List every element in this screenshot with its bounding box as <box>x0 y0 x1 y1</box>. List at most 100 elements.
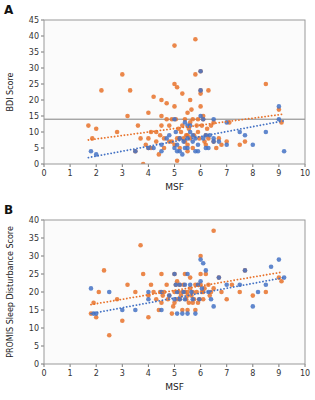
x-tick-label: 7 <box>224 369 229 378</box>
plot-background <box>44 220 305 364</box>
scatter-point <box>264 283 269 288</box>
plot-marks <box>89 229 287 338</box>
scatter-point <box>94 127 99 132</box>
scatter-point <box>180 311 185 316</box>
scatter-point <box>89 149 94 154</box>
y-tick-label: 20 <box>29 96 39 105</box>
scatter-point <box>237 290 242 295</box>
scatter-point <box>159 272 164 277</box>
x-tick-label: 8 <box>250 369 255 378</box>
scatter-point <box>243 139 248 144</box>
scatter-point <box>102 268 107 273</box>
scatter-point <box>211 139 216 144</box>
scatter-point <box>128 88 133 93</box>
scatter-point <box>217 139 222 144</box>
scatter-point <box>224 120 229 125</box>
panel-title: B <box>4 203 13 217</box>
scatter-point <box>154 139 159 144</box>
scatter-point <box>164 101 169 106</box>
scatter-point <box>198 272 203 277</box>
y-tick-label: 35 <box>29 48 39 57</box>
x-tick-label: 4 <box>146 169 151 178</box>
scatter-point <box>269 265 274 270</box>
scatter-point <box>159 123 164 128</box>
scatter-point <box>172 43 177 48</box>
scatter-point <box>206 88 211 93</box>
scatter-point <box>146 290 151 295</box>
scatter-point <box>120 72 125 77</box>
scatter-point <box>177 283 182 288</box>
x-tick-label: 4 <box>146 369 151 378</box>
scatter-point <box>133 308 138 313</box>
scatter-point <box>175 143 180 148</box>
x-tick-label: 3 <box>120 369 125 378</box>
scatter-point <box>167 293 172 298</box>
scatter-point <box>197 297 202 302</box>
scatter-point <box>251 293 256 298</box>
scatter-point <box>167 293 172 298</box>
x-tick-label: 9 <box>276 169 281 178</box>
x-tick-label: 10 <box>300 169 310 178</box>
scatter-point <box>146 297 151 302</box>
chart-root: 012345678910051015202530354045MSFBDI Sco… <box>0 0 315 400</box>
scatter-point <box>159 98 164 103</box>
scatter-point <box>201 297 206 302</box>
scatter-point <box>224 283 229 288</box>
scatter-point <box>107 290 112 295</box>
scatter-point <box>190 297 195 302</box>
scatter-point <box>151 95 156 100</box>
trend-line <box>91 278 284 314</box>
scatter-point <box>264 290 269 295</box>
scatter-point <box>193 72 198 77</box>
scatter-point <box>264 130 269 135</box>
scatter-point <box>175 159 180 164</box>
scatter-point <box>107 333 112 338</box>
scatter-point <box>159 308 164 313</box>
scatter-point <box>196 149 201 154</box>
scatter-point <box>138 136 143 141</box>
scatter-point <box>172 272 177 277</box>
scatter-point <box>211 229 216 234</box>
x-tick-label: 7 <box>224 169 229 178</box>
scatter-point <box>146 315 151 320</box>
scatter-point <box>211 304 216 309</box>
scatter-point <box>205 127 210 132</box>
scatter-point <box>277 104 282 109</box>
y-tick-label: 15 <box>29 112 39 121</box>
x-tick-label: 10 <box>300 369 310 378</box>
scatter-point <box>141 272 146 277</box>
scatter-point <box>198 88 203 93</box>
scatter-point <box>89 286 94 291</box>
scatter-point <box>196 130 201 135</box>
scatter-point <box>198 69 203 74</box>
scatter-point <box>146 111 151 116</box>
x-tick-label: 0 <box>41 369 46 378</box>
y-tick-label: 5 <box>34 144 39 153</box>
scatter-point <box>198 69 203 74</box>
scatter-point <box>172 117 177 122</box>
y-tick-label: 5 <box>34 342 39 351</box>
x-tick-label: 8 <box>250 169 255 178</box>
scatter-point <box>172 104 177 109</box>
scatter-point <box>217 275 222 280</box>
y-tick-label: 15 <box>29 306 39 315</box>
scatter-point <box>180 152 185 157</box>
panel-title: A <box>4 3 14 17</box>
plot-marks <box>44 37 305 164</box>
y-tick-label: 45 <box>29 16 39 25</box>
scatter-point <box>201 117 206 122</box>
scatter-point <box>164 283 169 288</box>
scatter-point <box>196 143 201 148</box>
scatter-point <box>136 123 141 128</box>
scatter-point <box>277 257 282 262</box>
x-tick-label: 0 <box>41 169 46 178</box>
y-tick-label: 0 <box>34 360 39 369</box>
y-tick-label: 40 <box>29 216 39 225</box>
trend-line <box>88 114 281 140</box>
scatter-point <box>175 85 180 90</box>
x-tick-label: 1 <box>68 169 73 178</box>
panel: 0123456789100510152025303540MSFPROMIS Sl… <box>4 203 310 392</box>
y-tick-label: 25 <box>29 270 39 279</box>
scatter-point <box>217 275 222 280</box>
y-tick-label: 30 <box>29 64 39 73</box>
